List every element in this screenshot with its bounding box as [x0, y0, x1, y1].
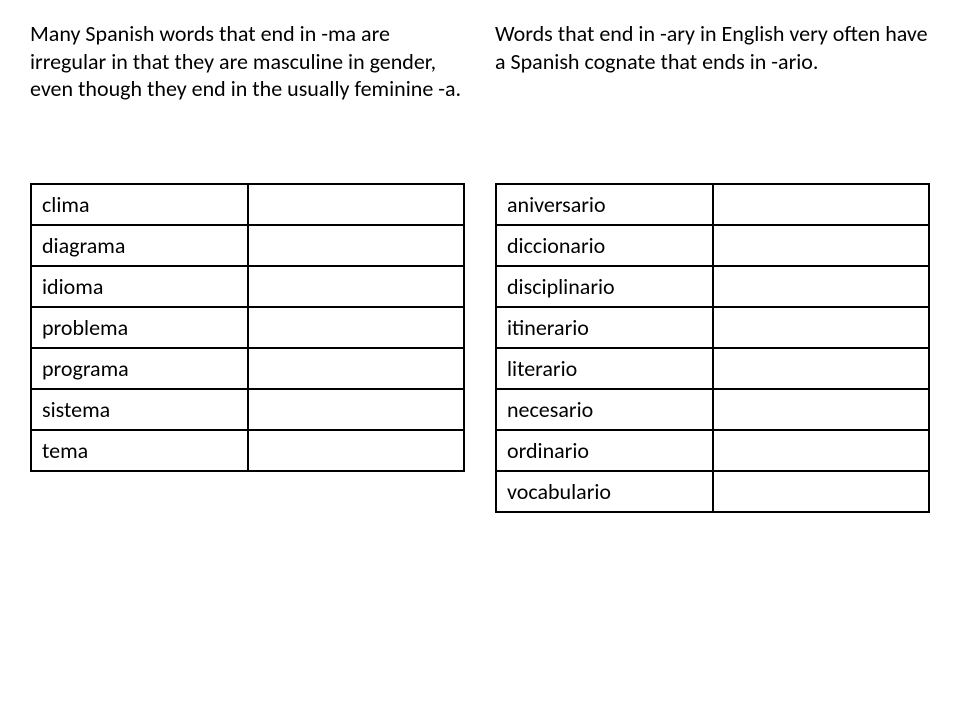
table-cell: programa — [31, 348, 248, 389]
table-cell — [713, 184, 930, 225]
table-cell: aniversario — [496, 184, 713, 225]
table-cell — [248, 430, 465, 471]
table-row: necesario — [496, 389, 929, 430]
left-table-body: clima diagrama idioma problema programa … — [31, 184, 464, 471]
right-table: aniversario diccionario disciplinario it… — [495, 183, 930, 513]
right-column: Words that end in -ary in English very o… — [495, 20, 930, 513]
table-cell: disciplinario — [496, 266, 713, 307]
right-table-body: aniversario diccionario disciplinario it… — [496, 184, 929, 512]
table-cell: diccionario — [496, 225, 713, 266]
table-cell: literario — [496, 348, 713, 389]
table-row: ordinario — [496, 430, 929, 471]
table-cell — [713, 389, 930, 430]
table-cell — [713, 430, 930, 471]
table-cell: vocabulario — [496, 471, 713, 512]
table-row: clima — [31, 184, 464, 225]
table-row: disciplinario — [496, 266, 929, 307]
table-cell — [248, 225, 465, 266]
table-row: tema — [31, 430, 464, 471]
table-cell — [713, 307, 930, 348]
table-row: diccionario — [496, 225, 929, 266]
left-table: clima diagrama idioma problema programa … — [30, 183, 465, 472]
left-intro-text: Many Spanish words that end in -ma are i… — [30, 20, 465, 155]
right-intro-text: Words that end in -ary in English very o… — [495, 20, 930, 155]
table-row: sistema — [31, 389, 464, 430]
table-row: aniversario — [496, 184, 929, 225]
table-cell: ordinario — [496, 430, 713, 471]
table-cell — [713, 471, 930, 512]
table-cell — [248, 266, 465, 307]
table-cell — [713, 266, 930, 307]
table-row: programa — [31, 348, 464, 389]
main-container: Many Spanish words that end in -ma are i… — [0, 0, 960, 533]
table-cell: problema — [31, 307, 248, 348]
table-cell — [713, 225, 930, 266]
table-cell: tema — [31, 430, 248, 471]
table-cell: idioma — [31, 266, 248, 307]
table-row: diagrama — [31, 225, 464, 266]
table-cell — [248, 389, 465, 430]
table-row: literario — [496, 348, 929, 389]
table-cell: itinerario — [496, 307, 713, 348]
table-cell — [713, 348, 930, 389]
table-cell — [248, 184, 465, 225]
left-column: Many Spanish words that end in -ma are i… — [30, 20, 465, 513]
table-cell: diagrama — [31, 225, 248, 266]
table-cell: clima — [31, 184, 248, 225]
table-cell — [248, 348, 465, 389]
table-cell — [248, 307, 465, 348]
table-row: vocabulario — [496, 471, 929, 512]
table-cell: sistema — [31, 389, 248, 430]
table-row: problema — [31, 307, 464, 348]
table-row: itinerario — [496, 307, 929, 348]
table-cell: necesario — [496, 389, 713, 430]
table-row: idioma — [31, 266, 464, 307]
